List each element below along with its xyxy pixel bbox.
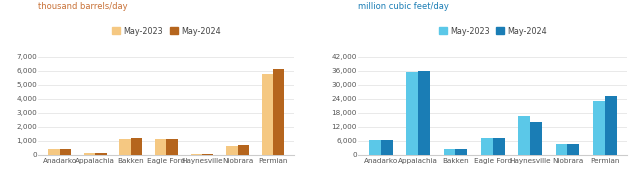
Bar xyxy=(381,140,393,155)
Bar xyxy=(155,139,166,155)
Bar xyxy=(530,122,542,155)
Bar xyxy=(49,149,60,155)
Bar xyxy=(273,69,284,155)
Bar xyxy=(369,140,381,155)
Text: thousand barrels/day: thousand barrels/day xyxy=(38,2,128,12)
Bar xyxy=(120,139,131,155)
Bar xyxy=(605,96,617,155)
Bar xyxy=(95,153,107,155)
Bar xyxy=(166,139,178,155)
Bar xyxy=(518,116,530,155)
Bar xyxy=(568,144,579,155)
Bar xyxy=(191,154,202,155)
Bar xyxy=(481,138,493,155)
Bar xyxy=(493,138,505,155)
Bar xyxy=(456,149,467,155)
Bar xyxy=(444,149,456,155)
Bar xyxy=(237,145,249,155)
Bar xyxy=(131,138,142,155)
Bar xyxy=(556,144,568,155)
Bar xyxy=(60,149,71,155)
Legend: May-2023, May-2024: May-2023, May-2024 xyxy=(435,23,550,39)
Text: million cubic feet/day: million cubic feet/day xyxy=(358,2,449,12)
Bar xyxy=(202,154,213,155)
Bar xyxy=(418,71,430,155)
Bar xyxy=(226,146,237,155)
Bar xyxy=(593,101,605,155)
Legend: May-2023, May-2024: May-2023, May-2024 xyxy=(109,23,224,39)
Bar xyxy=(262,74,273,155)
Bar xyxy=(84,153,95,155)
Bar xyxy=(406,72,418,155)
